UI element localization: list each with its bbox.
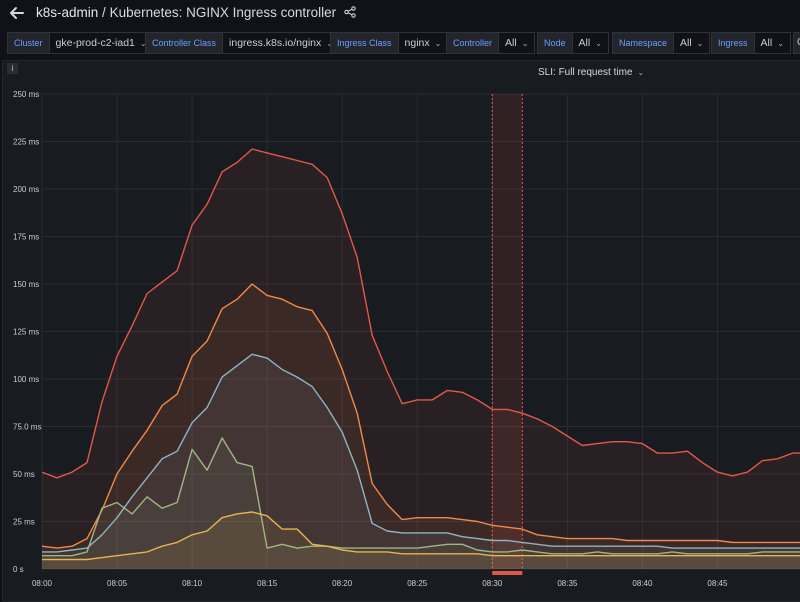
y-tick-label: 0 s (13, 565, 24, 574)
y-tick-label: 75.0 ms (13, 423, 41, 432)
y-tick-label: 200 ms (13, 185, 39, 194)
arrow-left-icon[interactable] (7, 3, 27, 23)
cluster-select[interactable]: gke-prod-c2-iad1 ⌄ (49, 32, 154, 54)
y-tick-label: 150 ms (13, 280, 39, 289)
namespace-select[interactable]: All ⌄ (674, 32, 711, 54)
annotation-marker (492, 571, 523, 575)
series-area (42, 437, 800, 569)
variable-label: Cluster (7, 32, 50, 54)
overflow-button[interactable]: C (793, 32, 800, 54)
breadcrumb-separator: / (102, 5, 106, 20)
info-icon[interactable]: i (7, 63, 18, 74)
variable-value: All (680, 37, 692, 49)
series-line (42, 353, 800, 553)
chevron-down-icon: ⌄ (521, 39, 529, 48)
x-tick-label: 08:35 (557, 579, 578, 588)
x-tick-label: 08:40 (632, 579, 653, 588)
x-tick-label: 08:05 (107, 579, 128, 588)
panel-title[interactable]: SLI: Full request time ⌄ (538, 67, 644, 78)
variable-label: Controller Class (145, 32, 224, 54)
panel-title-text: SLI: Full request time (538, 67, 633, 78)
chevron-down-icon: ⌄ (326, 39, 333, 48)
chevron-down-icon: ⌄ (595, 39, 602, 48)
variable-ingress: Ingress All ⌄ (711, 32, 791, 54)
variable-controller: Controller All ⌄ (446, 32, 536, 54)
y-tick-label: 100 ms (13, 375, 39, 384)
y-tick-label: 25 ms (13, 518, 35, 527)
variable-node: Node All ⌄ (537, 32, 609, 54)
series-line (42, 511, 800, 561)
variable-controller-class: Controller Class ingress.k8s.io/nginx ⌄ (145, 32, 340, 54)
breadcrumb-root[interactable]: k8s-admin (36, 5, 99, 20)
variable-label: Ingress Class (330, 32, 399, 54)
page-title: Kubernetes: NGINX Ingress controller (109, 5, 337, 20)
x-tick-label: 08:00 (32, 579, 53, 588)
chevron-down-icon: ⌄ (139, 39, 147, 48)
chevron-down-icon: ⌄ (696, 39, 704, 48)
x-tick-label: 08:25 (407, 579, 428, 588)
controller-select[interactable]: All ⌄ (499, 32, 536, 54)
series-line (42, 437, 800, 557)
node-select[interactable]: All ⌄ (572, 32, 609, 54)
share-icon[interactable] (344, 6, 356, 18)
variable-value: All (760, 37, 773, 49)
y-tick-label: 175 ms (13, 233, 39, 242)
series-area (42, 284, 800, 569)
x-tick-label: 08:15 (257, 579, 278, 588)
controller-class-select[interactable]: ingress.k8s.io/nginx ⌄ (223, 32, 340, 54)
series-line (42, 148, 800, 479)
dashboard-title: k8s-admin / Kubernetes: NGINX Ingress co… (36, 5, 356, 20)
x-tick-label: 08:10 (182, 579, 203, 588)
variable-ingress-class: Ingress Class nginx ⌄ (330, 32, 449, 54)
variable-label: Namespace (612, 32, 675, 54)
variable-label: Controller (446, 32, 500, 54)
ingress-select[interactable]: All ⌄ (754, 32, 791, 54)
variable-label: Ingress (711, 32, 755, 54)
y-tick-label: 225 ms (13, 138, 39, 147)
x-tick-label: 08:20 (332, 579, 353, 588)
ingress-class-select[interactable]: nginx ⌄ (398, 32, 449, 54)
variable-value: ingress.k8s.io/nginx (229, 37, 322, 49)
annotation-region (492, 94, 523, 569)
variable-label: Node (537, 32, 573, 54)
series-line (42, 283, 800, 549)
variable-namespace: Namespace All ⌄ (612, 32, 711, 54)
variable-value: gke-prod-c2-iad1 (55, 37, 135, 49)
top-bar: k8s-admin / Kubernetes: NGINX Ingress co… (0, 0, 800, 28)
chevron-down-icon: ⌄ (434, 39, 442, 48)
x-tick-label: 08:45 (707, 579, 728, 588)
variable-value: All (578, 37, 591, 49)
chevron-down-icon: ⌄ (777, 39, 784, 48)
variable-cluster: Cluster gke-prod-c2-iad1 ⌄ (7, 32, 154, 54)
variable-value: nginx (404, 37, 430, 49)
chevron-down-icon: ⌄ (637, 68, 645, 77)
series-area (42, 149, 800, 569)
variables-bar: Cluster gke-prod-c2-iad1 ⌄ Controller Cla… (0, 32, 800, 56)
y-tick-label: 50 ms (13, 470, 35, 479)
series-area (42, 512, 800, 569)
x-tick-label: 08:30 (482, 579, 503, 588)
y-tick-label: 125 ms (13, 328, 39, 337)
variable-value: All (505, 37, 517, 49)
series-group (42, 148, 800, 569)
y-tick-label: 250 ms (13, 90, 39, 99)
